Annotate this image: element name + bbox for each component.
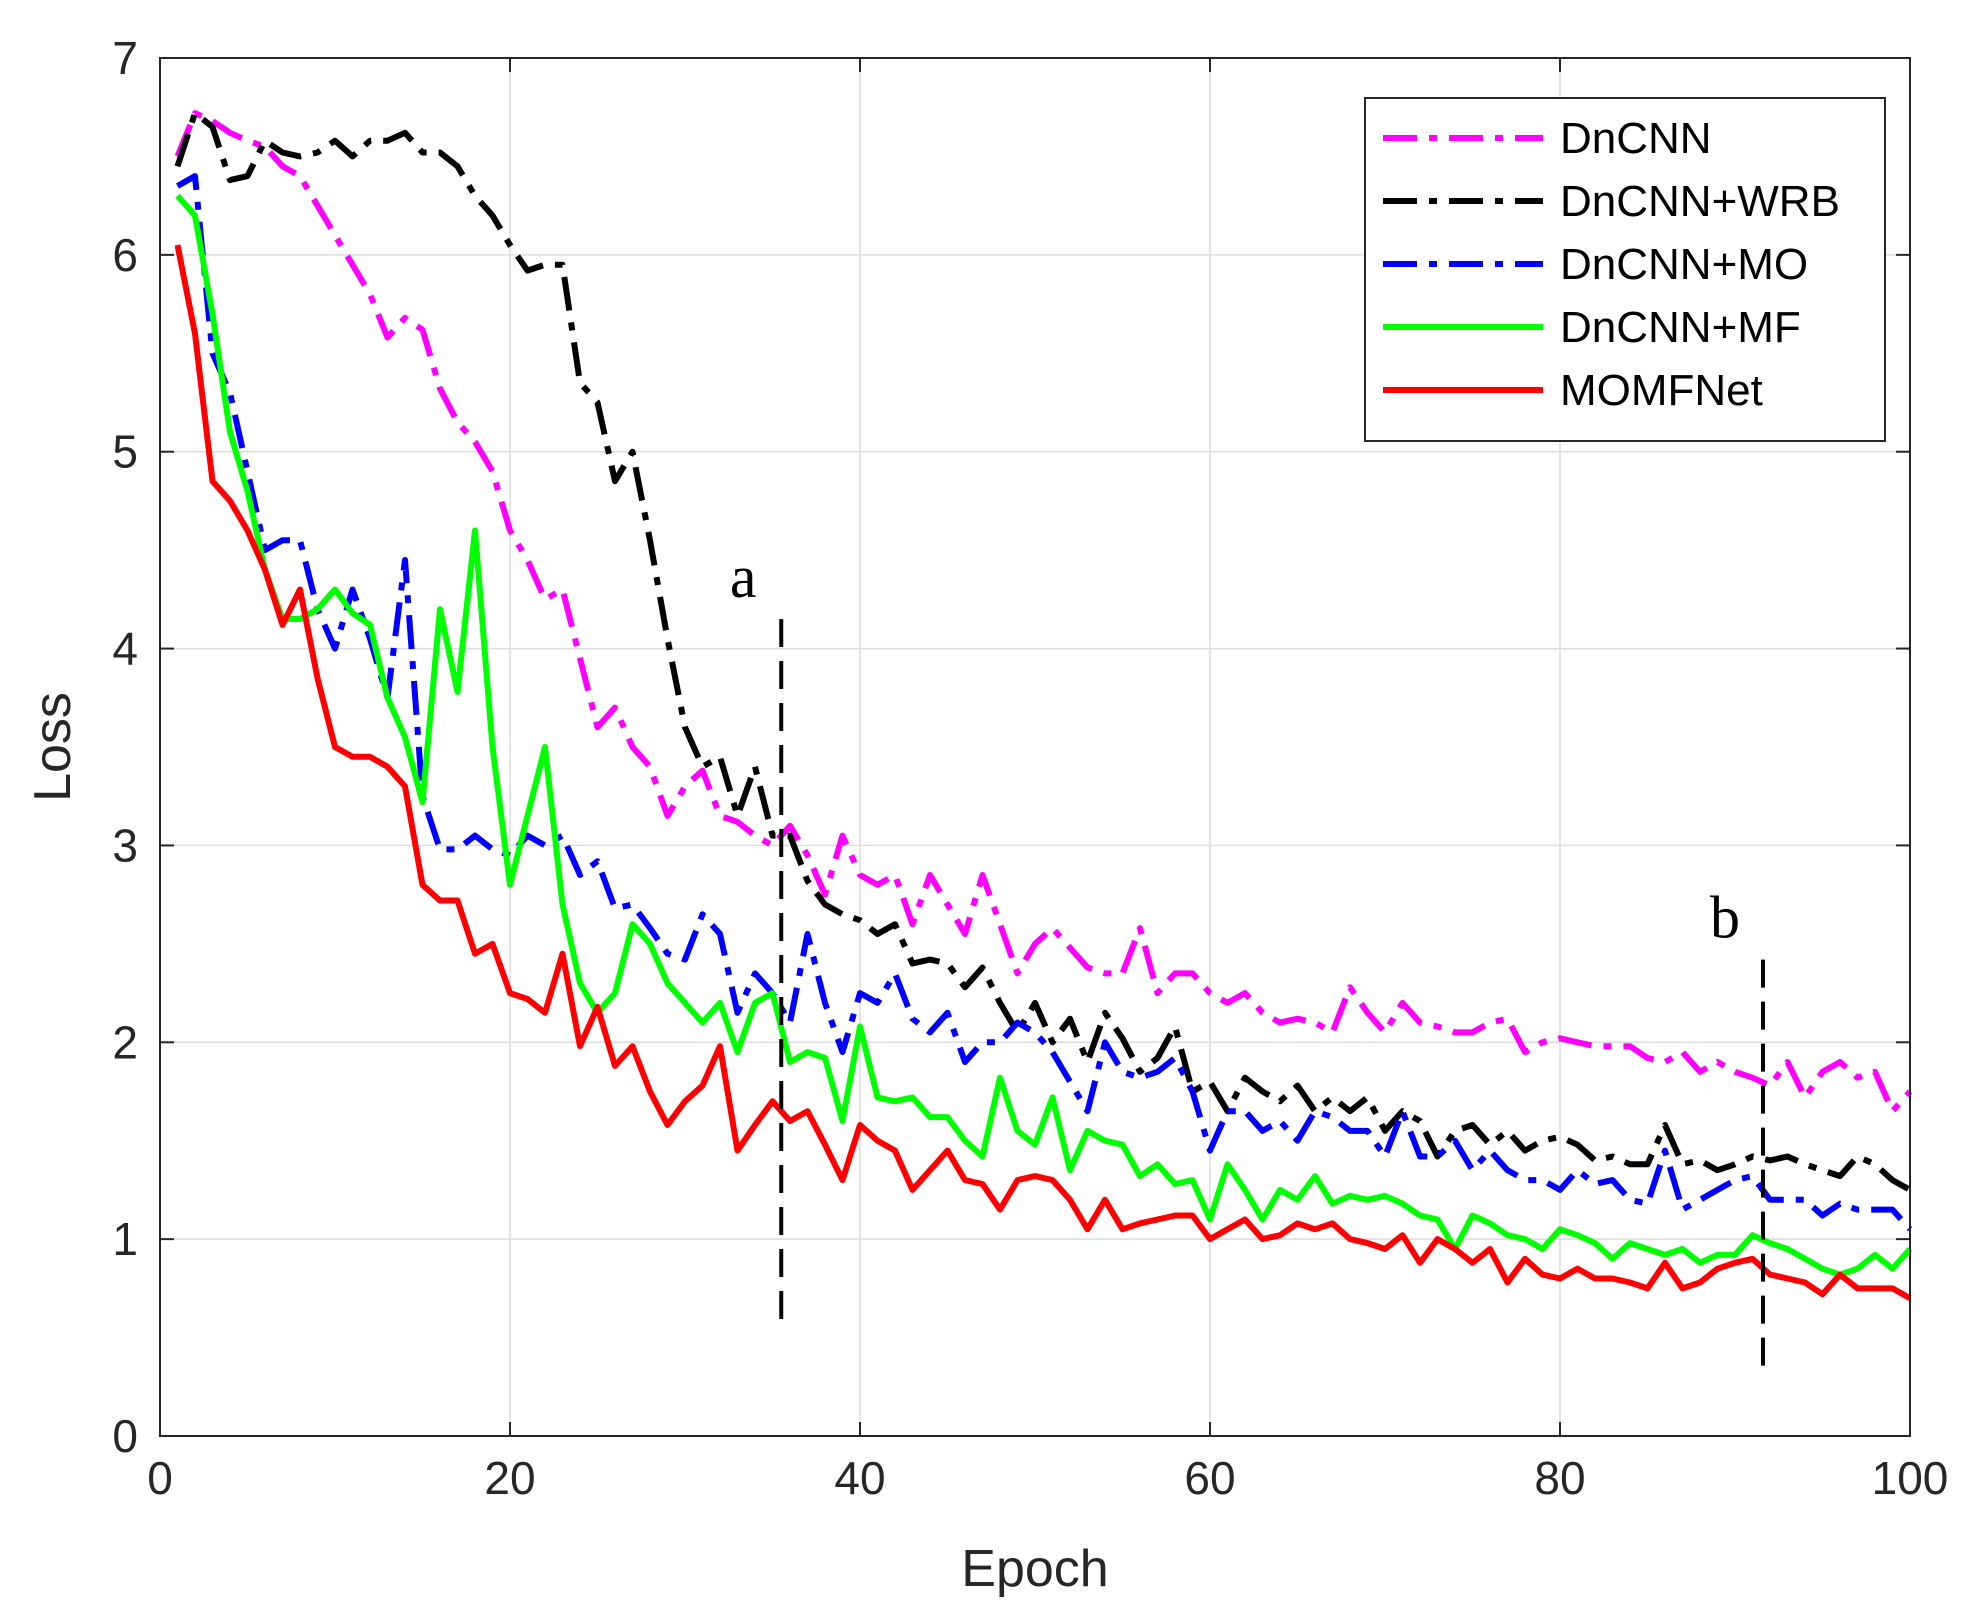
legend: DnCNN DnCNN+WRB DnCNN+MO DnCNN+MF MOMFNet	[1364, 97, 1886, 442]
legend-entry-0: DnCNN	[1560, 114, 1712, 163]
x-axis-label: Epoch	[961, 1540, 1108, 1598]
series-line-momfnet	[174, 244, 1912, 1301]
y-tick-label: 7	[112, 32, 138, 84]
legend-box	[1364, 97, 1886, 442]
y-tick-label: 1	[112, 1213, 138, 1265]
y-tick-label: 2	[112, 1016, 138, 1068]
series-line-dncnn-mf	[175, 193, 1913, 1278]
legend-entry-3: DnCNN+MF	[1560, 303, 1801, 352]
y-tick-label: 4	[112, 623, 138, 675]
legend-entry-4: MOMFNet	[1560, 366, 1763, 415]
x-tick-label: 20	[484, 1452, 535, 1504]
plot-frame	[159, 57, 1911, 1437]
y-tick-label: 5	[112, 426, 138, 478]
x-tick-label: 40	[834, 1452, 885, 1504]
legend-entry-2: DnCNN+MO	[1560, 240, 1808, 289]
x-tick-label: 80	[1534, 1452, 1585, 1504]
x-tick-label: 100	[1872, 1452, 1949, 1504]
series-line-dncnn-mo	[176, 173, 1913, 1232]
x-tick-label: 60	[1184, 1452, 1235, 1504]
x-axis-ticks: 0 20 40 60 80 100	[147, 58, 1948, 1504]
y-tick-label: 3	[112, 819, 138, 871]
y-tick-label: 0	[112, 1410, 138, 1462]
series-layer	[174, 110, 1913, 1301]
annotation-label-a: a	[730, 544, 757, 610]
y-axis-label: Loss	[24, 692, 82, 802]
y-axis-ticks: 0 1 2 3 4 5 6 7	[112, 32, 1910, 1462]
legend-entry-1: DnCNN+WRB	[1560, 177, 1840, 226]
series-line-dncnn-wrb	[174, 110, 1912, 1193]
annotation-layer: ab	[730, 544, 1765, 1377]
x-tick-label: 0	[147, 1452, 173, 1504]
series-line-dncnn	[174, 110, 1913, 1115]
annotation-label-b: b	[1710, 885, 1740, 951]
y-tick-label: 6	[112, 229, 138, 281]
